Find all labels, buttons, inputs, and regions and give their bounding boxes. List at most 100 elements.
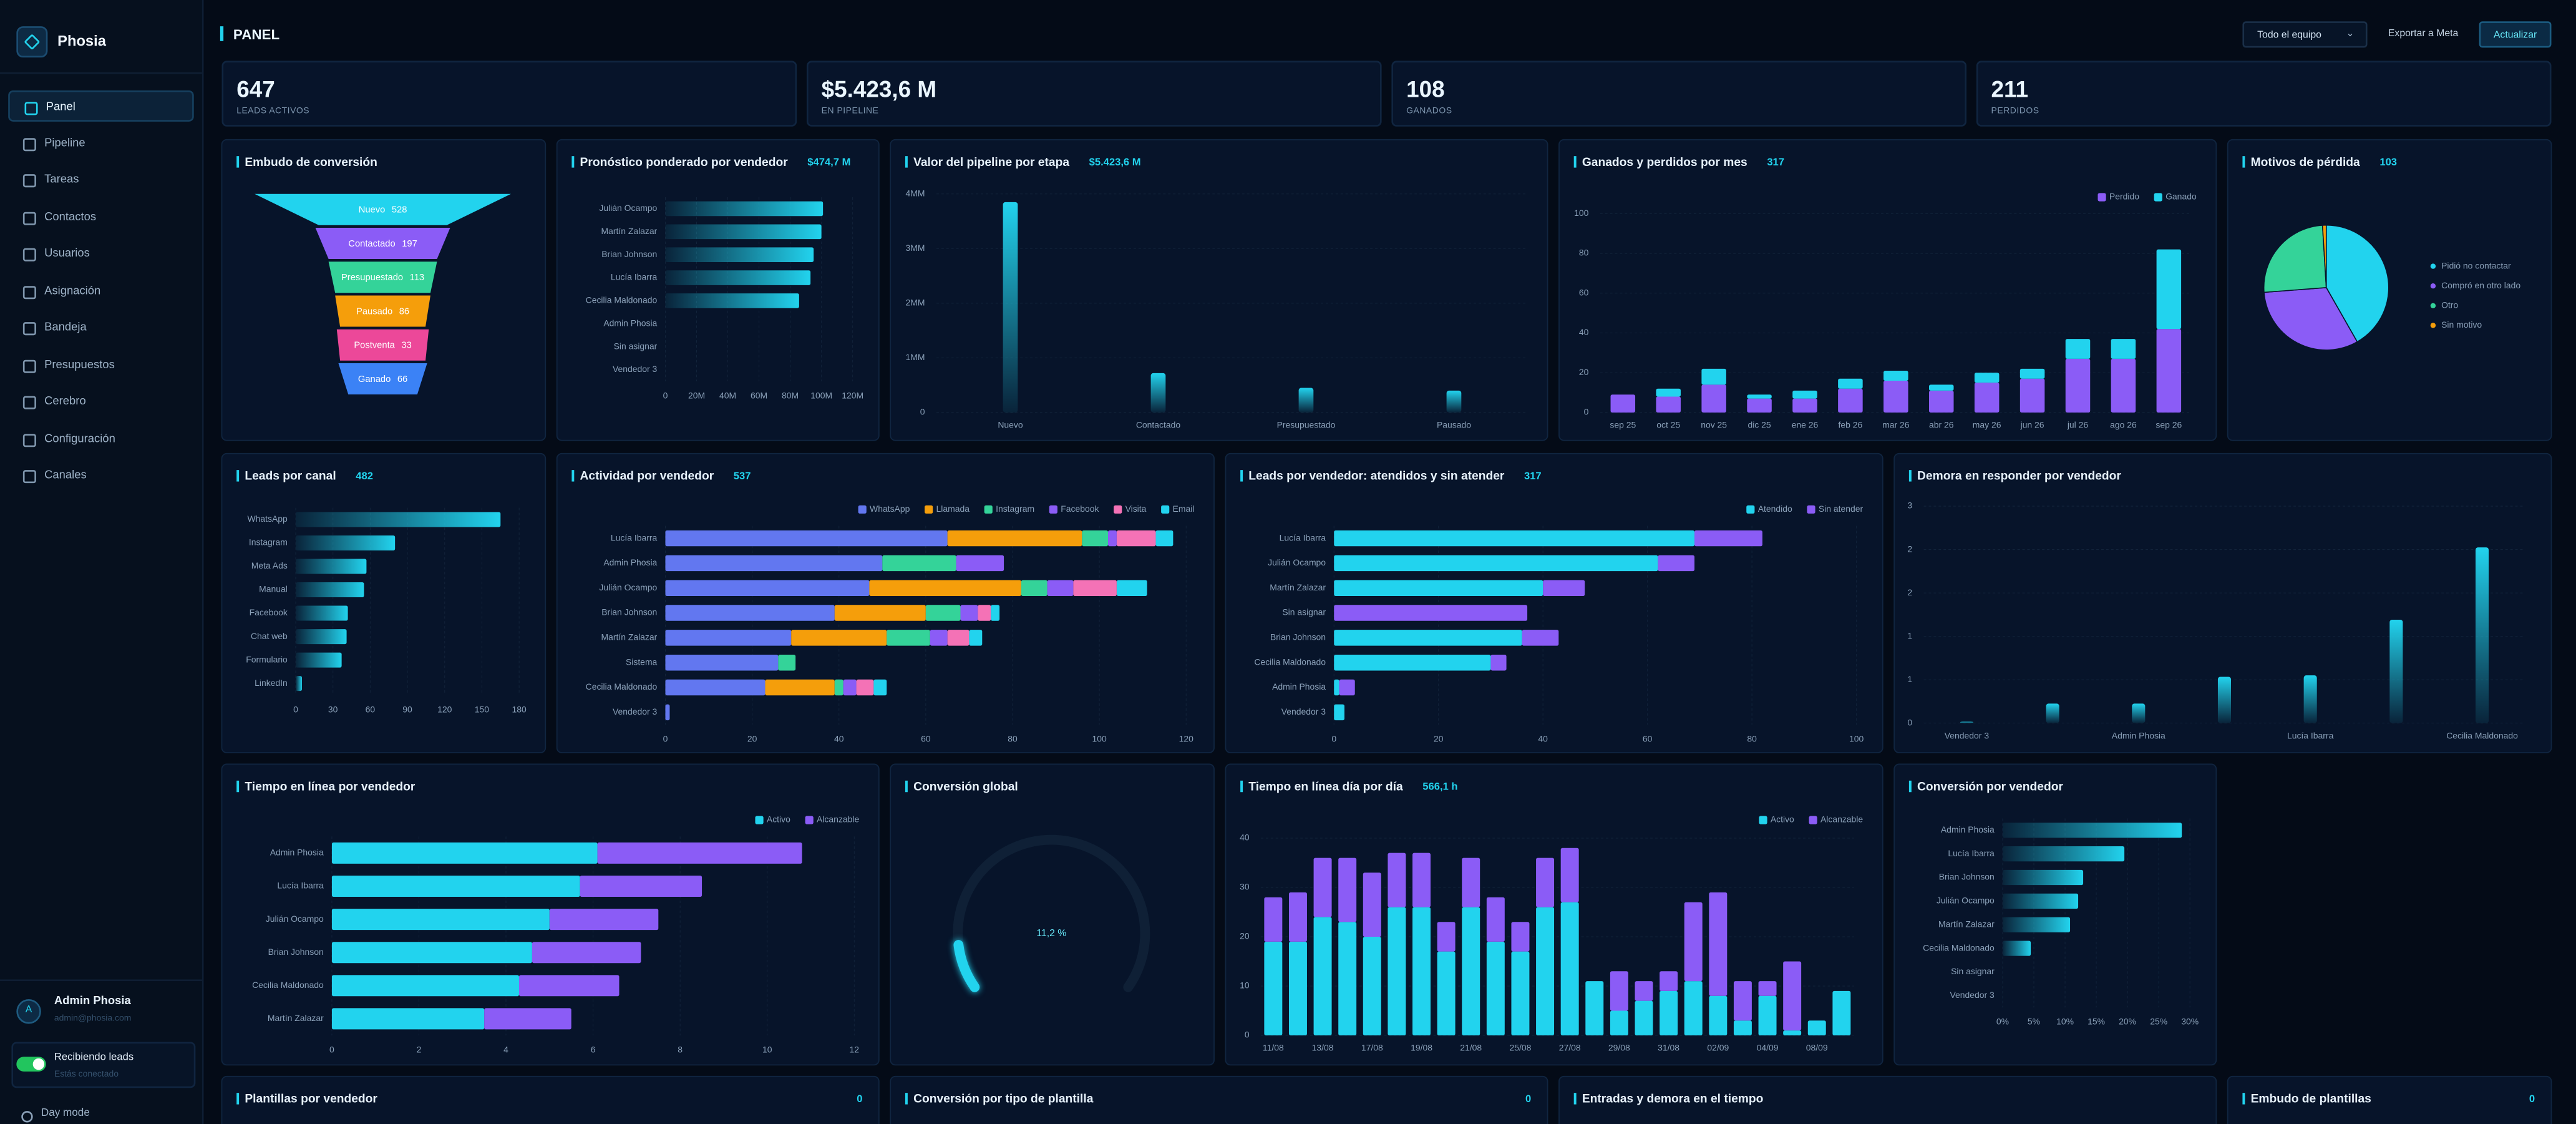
bar: [1758, 995, 1777, 1035]
x-tick-label: jul 26: [2067, 420, 2089, 430]
legend-label: Activo: [1771, 814, 1794, 824]
x-tick-label: 2: [417, 1044, 422, 1054]
bar: [1709, 892, 1728, 996]
y-tick-label: Vendedor 3: [1950, 990, 1995, 1000]
user-avatar: A: [16, 999, 41, 1024]
nav-item[interactable]: Usuarios: [8, 238, 194, 270]
bar: [665, 630, 792, 646]
card-accent: [571, 470, 575, 482]
x-tick-label: 20M: [688, 390, 705, 400]
y-tick-label: Cecilia Maldonado: [586, 682, 658, 692]
pie-slice: [2321, 224, 2327, 288]
bar: [1288, 892, 1307, 942]
brand-name: Phosia: [57, 32, 106, 49]
y-tick-label: 0: [1907, 717, 1912, 727]
card: [890, 1075, 1548, 1124]
sidebar: Phosia Panel Pipeline Tareas Contactos U…: [0, 0, 204, 1124]
card-badge: $5.423,6 M: [1089, 156, 1141, 168]
bar: [2389, 619, 2403, 723]
bar: [295, 652, 342, 668]
x-tick-label: Admin Phosia: [2112, 730, 2165, 740]
legend-label: Alcanzable: [1820, 814, 1863, 824]
x-tick-label: Cecilia Maldonado: [2446, 730, 2518, 740]
y-tick-label: Admin Phosia: [270, 848, 324, 858]
x-tick-label: Nuevo: [998, 420, 1023, 430]
bar: [597, 842, 802, 864]
card-accent: [1240, 470, 1243, 482]
y-tick-label: 2: [1907, 544, 1912, 554]
card-title: Motivos de pérdida: [2251, 156, 2360, 169]
bar: [1928, 390, 1954, 413]
user-email: admin@phosia.com: [54, 1014, 132, 1024]
nav-item[interactable]: Bandeja: [8, 312, 194, 343]
bar: [991, 605, 1000, 621]
card: [1893, 763, 2217, 1066]
page-title: PANEL: [233, 26, 280, 43]
nav-item[interactable]: Pipeline: [8, 128, 194, 159]
x-tick-label: 04/09: [1757, 1043, 1779, 1053]
bar: [1155, 530, 1174, 547]
nav-item[interactable]: Configuración: [8, 424, 194, 455]
y-tick-label: Julián Ocampo: [266, 914, 324, 924]
y-tick-label: Julián Ocampo: [1937, 896, 1995, 906]
card-accent: [2242, 1093, 2245, 1105]
x-tick-label: 120: [1179, 734, 1194, 744]
x-tick-label: 0: [1331, 734, 1336, 744]
legend-label: Llamada: [936, 504, 970, 514]
bar: [1960, 721, 1973, 723]
nav-item[interactable]: Canales: [8, 460, 194, 491]
funnel-stage: [315, 227, 450, 260]
theme-toggle[interactable]: Day mode: [41, 1107, 90, 1120]
status-toggle[interactable]: [16, 1057, 46, 1072]
nav-item[interactable]: Contactos: [8, 202, 194, 233]
card-accent: [905, 1093, 908, 1105]
bar: [580, 876, 702, 897]
legend-swatch: [1049, 505, 1057, 514]
bar: [295, 629, 347, 645]
bar: [665, 555, 883, 572]
nav-item[interactable]: Cerebro: [8, 386, 194, 418]
card-accent: [905, 156, 908, 168]
gauge-track: [953, 834, 1150, 992]
y-tick-label: Martín Zalazar: [1270, 582, 1326, 592]
y-tick-label: Sin asignar: [614, 341, 658, 351]
bar: [2019, 368, 2045, 379]
legend-label: Ganado: [2165, 192, 2197, 202]
bar: [331, 942, 532, 964]
card: [221, 1075, 880, 1124]
card-title: Demora en responder por vendedor: [1917, 470, 2121, 483]
y-tick-label: Lucía Ibarra: [611, 532, 658, 542]
kpi-label: PERDIDOS: [1991, 107, 2039, 117]
y-tick-label: Cecilia Maldonado: [1923, 942, 1995, 952]
y-tick-label: Lucía Ibarra: [277, 881, 324, 891]
x-tick-label: 31/08: [1658, 1043, 1679, 1053]
gauge-label: 11,2 %: [1036, 928, 1066, 939]
export-button[interactable]: Exportar a Meta: [2388, 29, 2459, 40]
bar: [1560, 848, 1579, 902]
bar: [2002, 893, 2079, 909]
x-tick-label: 0: [329, 1044, 334, 1054]
x-tick-label: 19/08: [1411, 1043, 1432, 1053]
nav-item[interactable]: Asignación: [8, 276, 194, 307]
bar: [1883, 371, 1908, 381]
bar: [1522, 630, 1559, 646]
bar: [295, 512, 501, 527]
nav-item[interactable]: Panel: [8, 90, 194, 122]
card-accent: [2242, 156, 2245, 168]
x-tick-label: 60M: [751, 390, 767, 400]
x-tick-label: 90: [402, 704, 412, 714]
card-accent: [1240, 780, 1243, 793]
bar: [856, 679, 874, 696]
funnel-label: Presupuestado 113: [341, 273, 424, 283]
nav-item[interactable]: Tareas: [8, 164, 194, 195]
bar: [1511, 922, 1530, 952]
refresh-button[interactable]: Actualizar: [2479, 21, 2552, 48]
bar: [1684, 902, 1703, 982]
y-tick-label: Brian Johnson: [1270, 632, 1326, 642]
team-filter[interactable]: Todo el equipo ⌄: [2242, 21, 2368, 48]
y-tick-label: Vendedor 3: [1281, 706, 1326, 716]
nav-item[interactable]: Presupuestos: [8, 350, 194, 381]
bar: [1694, 530, 1762, 547]
x-tick-label: 120M: [842, 390, 863, 400]
x-tick-label: sep 25: [1610, 420, 1636, 430]
